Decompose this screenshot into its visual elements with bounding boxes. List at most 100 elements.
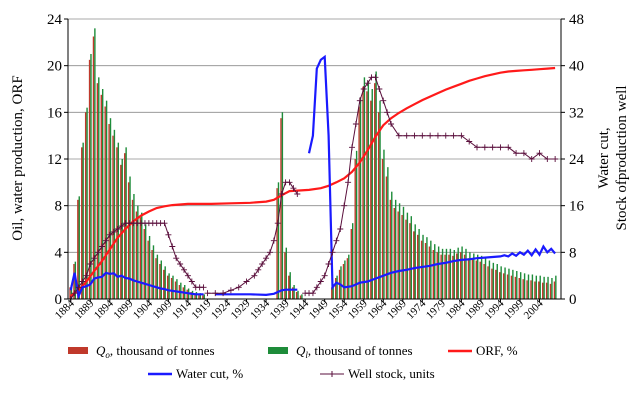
- bar-ql: [168, 273, 170, 299]
- y-right-tick-label: 48: [569, 12, 584, 28]
- well-stock-point: [388, 121, 395, 127]
- well-stock-point: [552, 156, 559, 162]
- y-left-tick-label: 4: [55, 245, 63, 261]
- legend-swatch: [68, 347, 88, 354]
- bar-qo: [284, 252, 286, 299]
- bar-qo: [155, 258, 157, 299]
- bar-ql: [504, 267, 506, 299]
- legend-symbol: Q: [296, 343, 306, 358]
- bar-ql: [457, 247, 459, 299]
- legend: Qo, thousand of tonnes Ql, thousand of to…: [68, 343, 518, 381]
- bar-ql: [172, 275, 174, 299]
- bar-ql: [445, 248, 448, 299]
- bar-qo: [479, 261, 481, 299]
- bar-qo: [100, 94, 102, 299]
- bar-ql: [500, 266, 502, 299]
- water-cut-line: [307, 54, 556, 291]
- well-stock-point: [270, 237, 277, 244]
- bar-qo: [440, 254, 442, 299]
- well-stock-point: [286, 179, 293, 186]
- bar-qo: [467, 258, 470, 299]
- bar-qo: [194, 293, 196, 299]
- x-tick-label: 1949: [307, 297, 331, 321]
- bar-ql: [144, 224, 147, 299]
- well-stock-point: [489, 144, 496, 151]
- bar-ql: [70, 285, 73, 299]
- bar-qo: [401, 215, 403, 299]
- bar-ql: [539, 275, 541, 299]
- bar-qo: [370, 100, 372, 300]
- bar-ql: [484, 258, 487, 299]
- bar-qo: [381, 159, 384, 299]
- well-stock-point: [181, 266, 188, 273]
- bar-qo: [405, 219, 407, 299]
- bar-ql: [519, 272, 522, 299]
- well-stock-point: [411, 132, 418, 139]
- bar-ql: [121, 159, 123, 299]
- x-tick-label: 1944: [287, 297, 311, 321]
- well-stock-point: [235, 284, 242, 291]
- well-stock-point: [204, 290, 211, 297]
- well-stock-point: [360, 86, 367, 92]
- bar-qo: [530, 280, 532, 299]
- bar-qo: [424, 243, 427, 299]
- bar-layer: [69, 28, 557, 300]
- y-left-tick-label: 24: [47, 12, 63, 28]
- well-stock-point: [513, 150, 520, 157]
- well-stock-point: [442, 132, 449, 139]
- well-stock-point: [333, 237, 340, 244]
- bar-qo: [88, 59, 91, 300]
- well-stock-point: [227, 287, 234, 294]
- bar-ql: [543, 276, 545, 299]
- bar-ql: [101, 89, 104, 299]
- bar-qo: [198, 294, 200, 299]
- bar-qo: [350, 229, 353, 299]
- x-tick-label: 1994: [483, 297, 507, 321]
- bar-ql: [156, 254, 159, 299]
- well-stock-point: [329, 249, 336, 256]
- orf-line: [70, 66, 556, 297]
- bar-qo: [389, 199, 392, 299]
- well-stock-point: [505, 144, 512, 151]
- bar-ql: [94, 28, 96, 299]
- bar-ql: [516, 271, 518, 299]
- bar-qo: [131, 199, 134, 299]
- x-tick-label: 1899: [111, 297, 135, 321]
- bar-qo: [299, 295, 302, 299]
- bar-ql: [441, 248, 444, 299]
- bar-ql: [391, 191, 393, 299]
- bar-ql: [293, 285, 295, 299]
- bar-ql: [496, 264, 498, 299]
- bar-qo: [483, 264, 485, 299]
- well-stock-point: [83, 272, 90, 279]
- grid-layer: [68, 18, 561, 253]
- bar-ql: [98, 77, 100, 299]
- bar-qo: [526, 280, 528, 299]
- well-stock-point: [384, 109, 391, 116]
- well-stock-point: [341, 202, 348, 209]
- legend-label: Ql, thousand of tonnes: [296, 343, 413, 360]
- bar-ql: [480, 255, 483, 299]
- bar-ql: [109, 118, 112, 300]
- well-stock-point: [458, 132, 465, 139]
- well-stock-point: [106, 231, 113, 238]
- bar-ql: [105, 100, 108, 300]
- well-stock-point: [188, 278, 195, 285]
- bar-qo: [542, 282, 544, 299]
- left-axis-title: Oil, water production, ORF: [10, 75, 26, 240]
- well-stock-point: [243, 278, 250, 285]
- bar-qo: [463, 254, 466, 299]
- x-tick-label: 1964: [365, 297, 389, 321]
- bar-qo: [409, 223, 411, 299]
- bar-ql: [289, 272, 291, 299]
- bar-qo: [502, 273, 505, 299]
- bar-qo: [452, 255, 454, 299]
- bar-ql: [90, 54, 92, 299]
- bar-qo: [280, 118, 282, 300]
- bar-ql: [277, 182, 280, 299]
- well-stock-point: [528, 156, 535, 162]
- bar-ql: [297, 290, 299, 299]
- bar-qo: [444, 254, 446, 299]
- bar-qo: [538, 281, 540, 299]
